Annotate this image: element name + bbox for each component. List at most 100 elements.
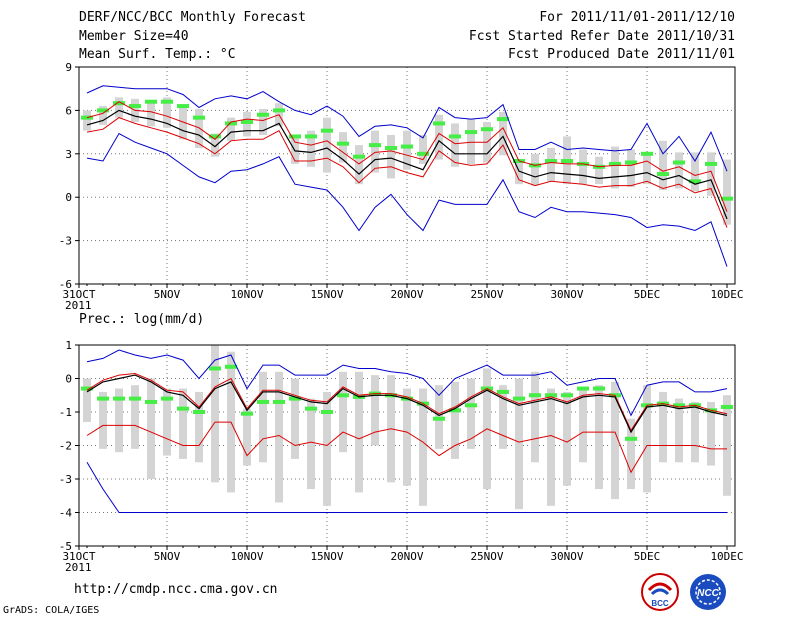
y-tick-label: 3 <box>65 148 72 161</box>
ensemble-mean-line <box>86 109 728 220</box>
ensemble-box <box>131 385 139 449</box>
ensemble-box <box>723 159 731 225</box>
y-tick-label: 0 <box>65 191 72 204</box>
ensemble-box <box>275 371 283 503</box>
median-marker <box>721 404 733 409</box>
median-marker <box>625 436 637 441</box>
ensemble-box <box>387 134 395 179</box>
ensemble-box <box>627 418 635 490</box>
median-marker <box>545 393 557 398</box>
median-marker <box>129 104 141 109</box>
ensemble-box <box>243 111 251 137</box>
ensemble-box <box>547 388 555 506</box>
y-tick-label: 9 <box>65 61 72 74</box>
inner-lower-line <box>86 421 727 474</box>
median-marker <box>465 403 477 408</box>
median-marker <box>369 143 381 148</box>
ensemble-box <box>499 385 507 449</box>
x-tick-label: 10NOV <box>230 550 263 563</box>
median-marker <box>433 121 445 126</box>
ensemble-box <box>323 391 331 506</box>
ensemble-box <box>211 345 219 483</box>
outer-upper-line <box>86 85 728 172</box>
ensemble-box <box>579 149 587 185</box>
chart-title: DERF/NCC/BCC Monthly Forecast <box>79 10 306 25</box>
x-tick-label: 5NOV <box>154 288 181 301</box>
source-url[interactable]: http://cmdp.ncc.cma.gov.cn <box>74 582 278 597</box>
median-marker <box>497 117 509 122</box>
median-marker <box>321 410 333 414</box>
ensemble-box <box>611 381 619 500</box>
grads-credit: GrADS: COLA/IGES <box>3 605 100 616</box>
median-marker <box>337 141 349 146</box>
median-marker <box>417 151 429 156</box>
median-marker <box>161 396 173 401</box>
median-marker <box>481 127 493 132</box>
median-marker <box>145 399 157 404</box>
inner-upper-line <box>86 101 728 212</box>
ensemble-box <box>99 106 107 125</box>
median-marker <box>209 134 221 139</box>
y-tick-label: 6 <box>65 104 72 117</box>
ensemble-box <box>547 148 555 182</box>
median-marker <box>81 386 93 391</box>
median-marker <box>273 108 285 113</box>
ensemble-box <box>531 153 539 186</box>
outer-lower-line <box>86 462 727 513</box>
median-marker <box>209 366 221 371</box>
ensemble-box <box>467 119 475 164</box>
median-marker <box>273 399 285 404</box>
ensemble-box <box>147 378 155 479</box>
ensemble-box <box>339 371 347 453</box>
y-tick-label: -2 <box>59 440 72 453</box>
start-date: Fcst Started Refer Date 2011/10/31 <box>468 29 735 44</box>
ensemble-box <box>643 153 651 185</box>
median-marker <box>113 101 125 106</box>
x-tick-label: 31OCT <box>62 288 95 301</box>
median-marker <box>545 159 557 164</box>
median-marker <box>705 161 717 166</box>
median-marker <box>673 160 685 165</box>
ensemble-box <box>451 123 459 167</box>
median-marker <box>449 408 461 413</box>
median-marker <box>689 179 701 184</box>
ensemble-box <box>659 391 667 463</box>
median-marker <box>609 161 621 166</box>
y-tick-label: -4 <box>59 507 73 520</box>
bcc-logo: BCC <box>640 572 680 612</box>
panel-title-precip: Prec.: log(mm/d) <box>79 312 204 327</box>
ensemble-box <box>211 133 219 157</box>
outer-lower-line <box>86 132 728 267</box>
ensemble-box <box>115 97 123 118</box>
ensemble-box <box>355 145 363 185</box>
median-marker <box>241 119 253 124</box>
ensemble-box <box>323 117 331 173</box>
ensemble-box <box>659 140 667 190</box>
ensemble-box <box>259 108 267 135</box>
median-marker <box>433 416 445 421</box>
ensemble-box <box>291 134 299 164</box>
median-marker <box>305 134 317 139</box>
ensemble-box <box>259 371 267 463</box>
forecast-period: For 2011/11/01-2011/12/10 <box>539 10 735 25</box>
ensemble-box <box>227 117 235 141</box>
x-tick-label: 5NOV <box>154 550 181 563</box>
x-tick-label: 10DEC <box>710 550 743 563</box>
median-marker <box>161 99 173 104</box>
x-tick-label: 31OCT <box>62 550 95 563</box>
median-marker <box>353 154 365 159</box>
ensemble-box <box>723 395 731 496</box>
x-tick-label: 15NOV <box>310 550 343 563</box>
ensemble-box <box>195 108 203 149</box>
x-year-label: 2011 <box>65 561 92 574</box>
ensemble-box <box>467 378 475 449</box>
y-tick-label: -5 <box>59 540 72 553</box>
x-tick-label: 25NOV <box>470 288 503 301</box>
median-marker <box>497 389 509 394</box>
ensemble-box <box>707 401 715 466</box>
median-marker <box>593 386 605 391</box>
ensemble-box <box>307 130 315 167</box>
x-tick-label: 25NOV <box>470 550 503 563</box>
